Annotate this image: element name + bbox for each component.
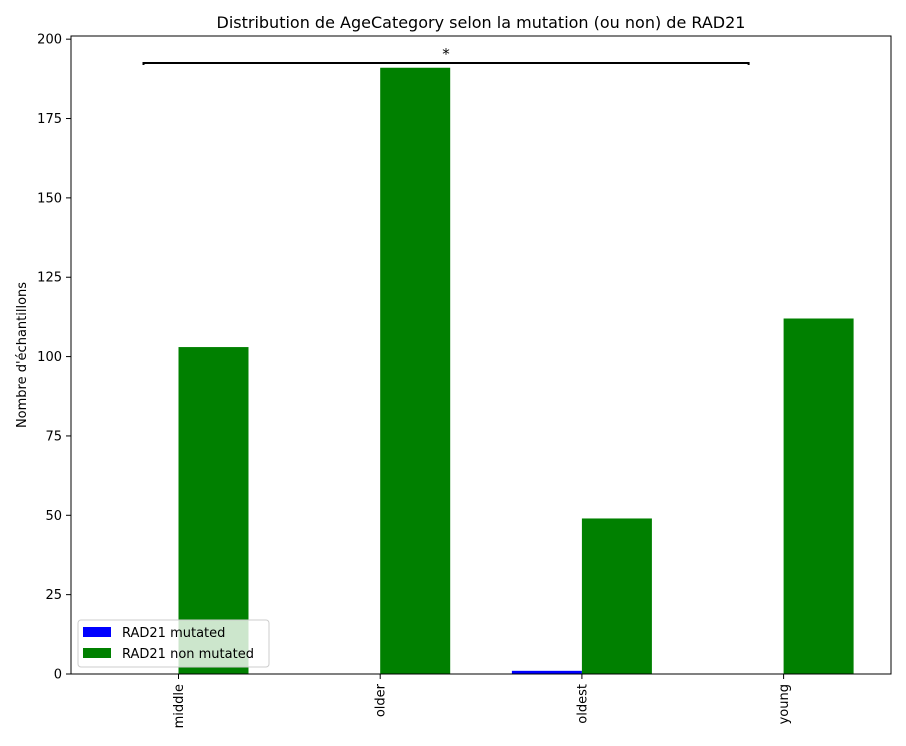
y-tick-label: 200: [37, 33, 62, 48]
y-tick-label: 100: [37, 350, 62, 365]
y-tick-label: 150: [37, 191, 62, 206]
x-tick-label: young: [777, 684, 792, 724]
bar-non-mutated-oldest: [581, 518, 652, 674]
x-tick-label: older: [374, 683, 389, 717]
y-tick-label: 175: [37, 112, 62, 127]
bar-non-mutated-older: [380, 67, 451, 675]
y-tick-label: 25: [45, 588, 62, 603]
y-tick-label: 0: [54, 668, 62, 683]
significance-star: *: [442, 45, 450, 63]
legend-swatch: [83, 648, 111, 658]
y-axis-label: Nombre d'échantillons: [15, 282, 30, 428]
chart-title: Distribution de AgeCategory selon la mut…: [217, 13, 746, 32]
legend-swatch: [83, 627, 111, 637]
significance-bracket: [142, 61, 750, 65]
y-tick-label: 125: [37, 271, 62, 286]
y-tick-label: 75: [45, 429, 62, 444]
bar-non-mutated-young: [783, 318, 854, 674]
legend-label: RAD21 mutated: [122, 626, 225, 641]
plot-area: 0 25 50 75 100 125 150 175 200 middle older oldest y…: [37, 33, 854, 728]
x-tick-label: middle: [172, 684, 187, 728]
x-tick-label: oldest: [575, 684, 590, 724]
bar-mutated-oldest: [511, 670, 582, 674]
plot-frame: [70, 35, 892, 675]
legend-box: [77, 619, 270, 668]
legend-label: RAD21 non mutated: [122, 647, 254, 662]
y-tick-label: 50: [45, 509, 62, 524]
legend: RAD21 mutated RAD21 non mutated: [77, 619, 270, 668]
